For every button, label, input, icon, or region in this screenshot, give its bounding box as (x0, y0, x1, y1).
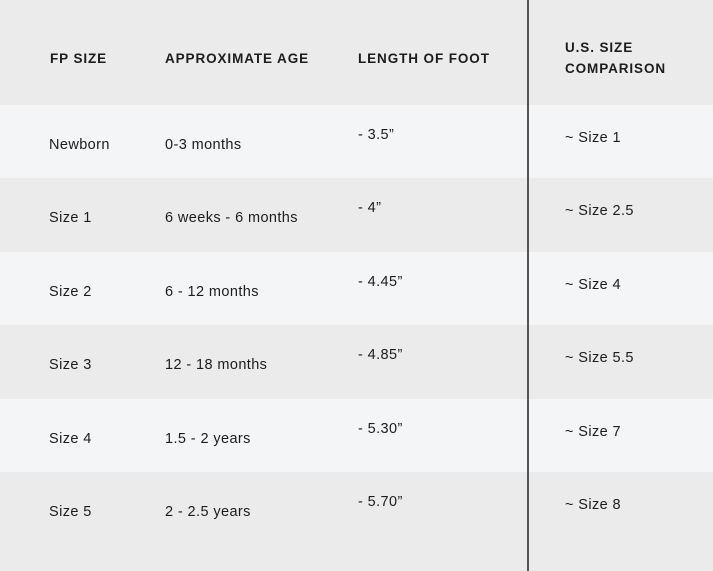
table-header: FP SIZE APPROXIMATE AGE LENGTH OF FOOT U… (0, 0, 713, 105)
header-length-of-foot: LENGTH OF FOOT (358, 51, 490, 66)
cell-us-size: ~ Size 7 (565, 424, 621, 440)
cell-fp-size: Size 3 (49, 357, 92, 373)
cell-us-size: ~ Size 2.5 (565, 203, 634, 219)
cell-length-of-foot: - 4.45” (358, 274, 403, 290)
cell-approximate-age: 0-3 months (165, 137, 242, 153)
cell-length-of-foot: - 4.85” (358, 347, 403, 363)
header-fp-size: FP SIZE (50, 51, 108, 66)
cell-us-size: ~ Size 1 (565, 130, 621, 146)
table-row: Size 1 6 weeks - 6 months - 4” ~ Size 2.5 (0, 178, 713, 252)
cell-approximate-age: 1.5 - 2 years (165, 431, 251, 447)
cell-us-size: ~ Size 4 (565, 277, 621, 293)
cell-fp-size: Size 4 (49, 431, 92, 447)
cell-length-of-foot: - 5.70” (358, 494, 403, 510)
cell-approximate-age: 12 - 18 months (165, 357, 268, 373)
cell-us-size: ~ Size 5.5 (565, 350, 634, 366)
table-row: Newborn 0-3 months - 3.5” ~ Size 1 (0, 105, 713, 178)
cell-approximate-age: 6 weeks - 6 months (165, 210, 298, 226)
cell-fp-size: Size 1 (49, 210, 92, 226)
header-approximate-age: APPROXIMATE AGE (165, 51, 310, 66)
table-row: Size 3 12 - 18 months - 4.85” ~ Size 5.5 (0, 325, 713, 399)
header-us-size-comparison: U.S. SIZE COMPARISON (565, 40, 667, 76)
cell-length-of-foot: - 3.5” (358, 127, 395, 143)
column-divider (527, 0, 529, 571)
cell-length-of-foot: - 4” (358, 200, 382, 216)
cell-fp-size: Size 5 (49, 504, 92, 520)
cell-length-of-foot: - 5.30” (358, 421, 403, 437)
cell-approximate-age: 2 - 2.5 years (165, 504, 251, 520)
cell-us-size: ~ Size 8 (565, 497, 621, 513)
cell-fp-size: Size 2 (49, 284, 92, 300)
table-row: Size 2 6 - 12 months - 4.45” ~ Size 4 (0, 252, 713, 325)
table-row: Size 4 1.5 - 2 years - 5.30” ~ Size 7 (0, 399, 713, 472)
cell-fp-size: Newborn (49, 137, 110, 153)
table-row: Size 5 2 - 2.5 years - 5.70” ~ Size 8 (0, 472, 713, 571)
cell-approximate-age: 6 - 12 months (165, 284, 259, 300)
